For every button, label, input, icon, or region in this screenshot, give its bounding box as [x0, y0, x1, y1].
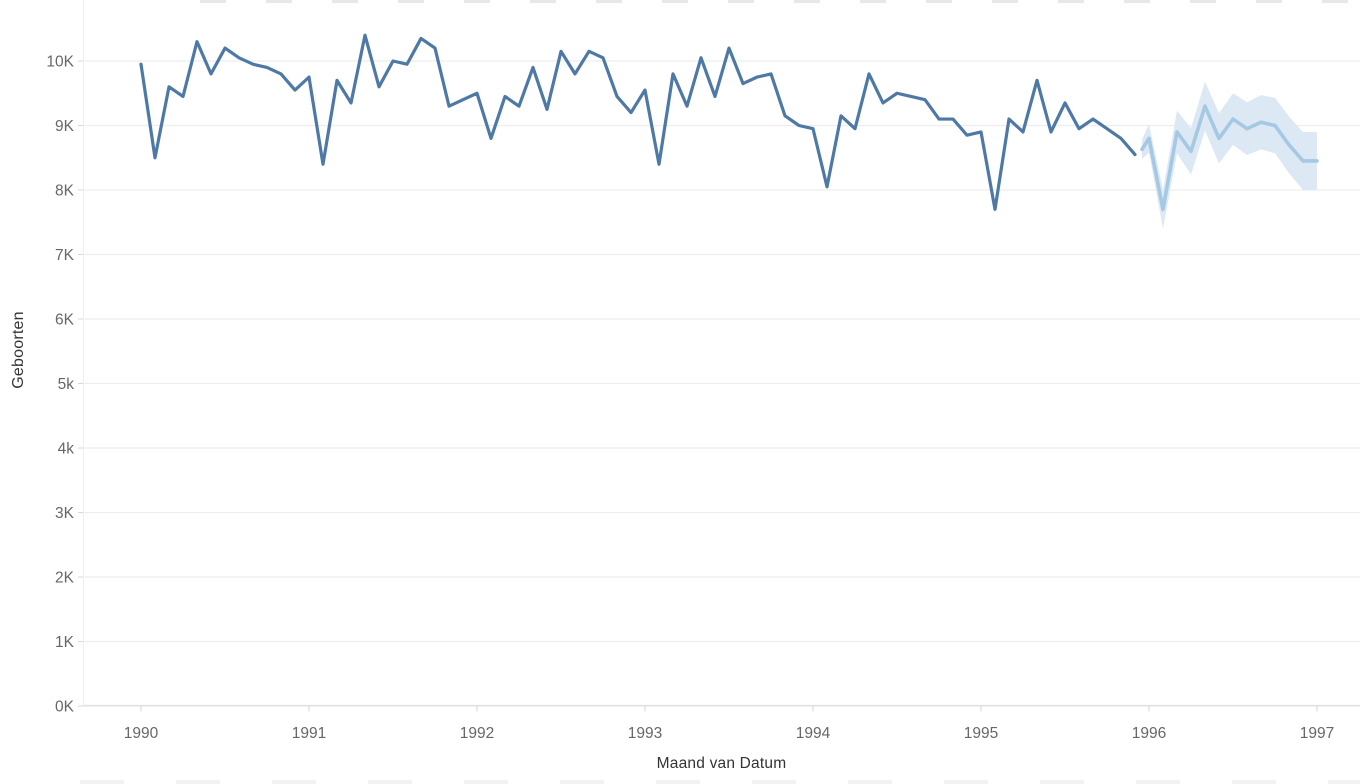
y-tick-label: 1K — [55, 634, 75, 651]
x-tick-label: 1995 — [964, 725, 998, 742]
x-axis-title: Maand van Datum — [656, 755, 787, 772]
x-tick-label: 1990 — [124, 725, 159, 742]
cropped-content-top — [200, 0, 1360, 3]
x-tick-label: 1997 — [1300, 725, 1334, 742]
x-tick-label: 1992 — [460, 725, 494, 742]
y-tick-label: 0K — [55, 699, 75, 716]
y-tick-label: 10K — [46, 54, 74, 71]
x-tick-label: 1991 — [292, 725, 326, 742]
x-tick-label: 1996 — [1132, 725, 1166, 742]
y-tick-label: 7K — [55, 247, 75, 264]
x-tick-label: 1994 — [796, 725, 831, 742]
x-axis: 1990 1991 1992 1993 1994 1995 1996 1997 — [83, 0, 1360, 742]
forecast-line — [1140, 104, 1319, 212]
y-tick-label: 5k — [58, 376, 75, 393]
y-tick-label: 2K — [55, 570, 75, 587]
y-axis-tick-labels: 0K 1K 2K 3K 4k 5k 6K 7K 8K 9K 10K — [46, 54, 74, 716]
y-tick-label: 3K — [55, 505, 75, 522]
gridlines — [78, 60, 1360, 707]
y-tick-label: 4k — [58, 441, 75, 458]
y-tick-label: 6K — [55, 312, 75, 329]
cropped-content-bottom — [80, 780, 1360, 784]
actual-line — [139, 33, 1137, 211]
y-tick-label: 9K — [55, 118, 75, 135]
forecast-confidence-band — [1142, 81, 1317, 229]
x-tick-label: 1993 — [628, 725, 662, 742]
y-axis-title: Geboorten — [10, 311, 27, 389]
y-tick-label: 8K — [55, 183, 75, 200]
